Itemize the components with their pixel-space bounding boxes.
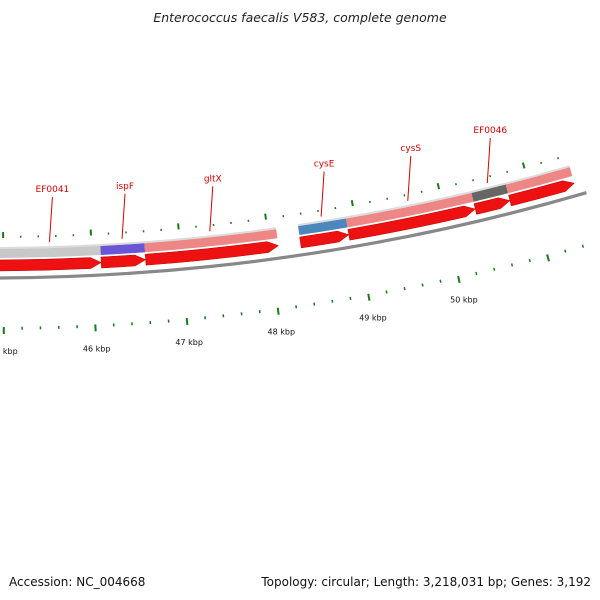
page-title: Enterococcus faecalis V583, complete gen… (153, 10, 447, 25)
gene-arrow-track (0, 180, 575, 272)
inner-tick (439, 279, 442, 283)
inner-tick-track (2, 244, 585, 334)
gene-label: cysS (400, 144, 421, 154)
genome-summary: Topology: circular; Length: 3,218,031 bp… (261, 575, 591, 589)
inner-tick (185, 317, 189, 326)
gene-label-leader (121, 193, 126, 239)
scale-label: 46 kbp (83, 344, 111, 353)
genome-backbone (0, 191, 587, 280)
gene-band (298, 218, 348, 236)
gene-label-leader (486, 137, 491, 184)
gene-label: gltX (204, 174, 222, 184)
gene-band-shadow (297, 216, 347, 227)
outer-tick (436, 182, 440, 190)
gene-band-shadow (144, 227, 277, 244)
inner-tick (276, 307, 280, 315)
outer-tick (540, 161, 543, 165)
gene-label-leader (48, 197, 53, 243)
outer-tick (264, 213, 267, 220)
gene-label: ispF (116, 182, 134, 192)
gene-label: EF0041 (36, 185, 70, 195)
gene-band-shadow (505, 165, 570, 185)
inner-tick (457, 275, 461, 284)
gene-band (144, 229, 278, 253)
gene-arrow (508, 180, 575, 207)
scale-label: 47 kbp (175, 338, 203, 347)
gene-arrow (144, 241, 279, 266)
scale-label: 45 kbp (0, 347, 18, 356)
outer-tick (557, 157, 560, 160)
gene-band-shadow (0, 244, 101, 249)
gene-band-shadow (345, 190, 472, 219)
inner-tick (510, 263, 514, 267)
gene-label-leader (407, 155, 412, 201)
gene-arrow (0, 257, 102, 272)
inner-tick (403, 286, 406, 291)
inner-tick (581, 244, 585, 248)
gene-labels: EF0041 ispF gltX cysE cysS EF0046 (36, 126, 507, 243)
gene-band (0, 246, 101, 258)
gene-arrow (299, 230, 350, 249)
inner-tick (546, 254, 550, 262)
gene-color-track (0, 165, 573, 258)
outer-tick (177, 223, 180, 230)
scale-label: 48 kbp (268, 328, 296, 337)
inner-tick (493, 267, 496, 271)
gene-band (100, 243, 146, 256)
gene-band-shadow (100, 241, 145, 247)
gene-band (471, 184, 509, 202)
backbone-line (0, 191, 587, 280)
gene-arrow (100, 254, 147, 269)
gene-label-leader (209, 186, 214, 232)
gene-label: cysE (314, 160, 335, 170)
scale-label: 49 kbp (359, 313, 387, 322)
scale-label: 50 kbp (450, 295, 478, 304)
inner-tick (421, 283, 424, 287)
inner-tick (367, 293, 371, 301)
gene-label-leader (320, 171, 325, 217)
gene-band (346, 192, 474, 228)
outer-tick-track (2, 157, 560, 238)
inner-tick (564, 249, 567, 253)
outer-tick (521, 162, 526, 169)
inner-tick (475, 271, 478, 276)
gene-arrow (347, 205, 476, 241)
inner-tick (528, 258, 531, 263)
outer-tick (350, 200, 354, 207)
gene-band (505, 167, 573, 194)
gene-label: EF0046 (473, 126, 507, 136)
gene-arrow (473, 197, 511, 215)
gene-band-shadow (471, 182, 506, 193)
inner-tick (385, 290, 388, 294)
accession-text: Accession: NC_004668 (9, 575, 146, 589)
